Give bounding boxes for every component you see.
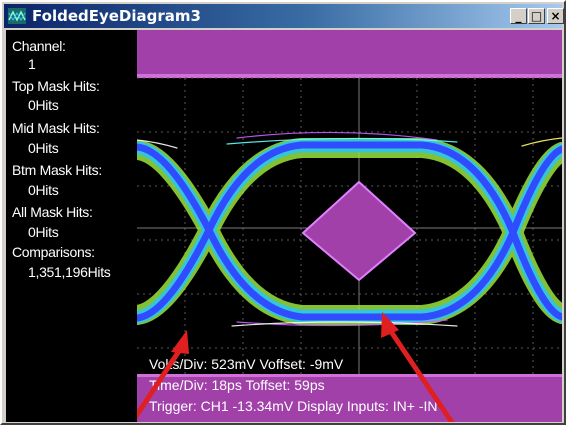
mid-mask-hits-label: Mid Mask Hits: — [12, 120, 100, 136]
app-icon — [8, 8, 26, 24]
annotation-arrow-right — [387, 328, 455, 422]
comparisons-label: Comparisons: — [12, 244, 95, 260]
annotation-arrows — [137, 312, 455, 422]
top-mask-region — [137, 30, 562, 78]
time-div-readout: Time/Div: 18ps Toffset: 59ps — [149, 377, 325, 393]
top-mask-hits-value: 0Hits — [28, 97, 59, 113]
maximize-button[interactable]: □ — [528, 8, 545, 24]
channel-value: 1 — [28, 56, 36, 72]
eye-diagram-plot: Volts/Div: 523mV Voffset: -9mV Time/Div:… — [137, 30, 562, 422]
mid-mask-diamond — [301, 180, 417, 282]
window-title: FoldedEyeDiagram3 — [32, 7, 201, 25]
minimize-button[interactable]: _ — [510, 8, 527, 24]
btm-mask-hits-label: Btm Mask Hits: — [12, 162, 102, 178]
client-area: Channel: 1 Top Mask Hits: 0Hits Mid Mask… — [6, 30, 562, 422]
bottom-mask-region — [137, 374, 562, 422]
volts-div-readout: Volts/Div: 523mV Voffset: -9mV — [149, 356, 344, 372]
top-mask-hits-label: Top Mask Hits: — [12, 78, 100, 94]
mid-mask-hits-value: 0Hits — [28, 140, 59, 156]
btm-mask-hits-value: 0Hits — [28, 182, 59, 198]
stats-panel: Channel: 1 Top Mask Hits: 0Hits Mid Mask… — [6, 30, 137, 422]
eye-traces — [137, 131, 562, 327]
channel-label: Channel: — [12, 38, 66, 54]
all-mask-hits-label: All Mask Hits: — [12, 204, 93, 220]
annotation-arrow-left — [137, 346, 184, 420]
trigger-readout: Trigger: CH1 -13.34mV Display Inputs: IN… — [149, 398, 438, 414]
comparisons-value: 1,351,196Hits — [28, 264, 111, 280]
all-mask-hits-value: 0Hits — [28, 224, 59, 240]
title-bar[interactable]: FoldedEyeDiagram3 _ □ × — [4, 4, 564, 28]
close-button[interactable]: × — [547, 8, 564, 24]
